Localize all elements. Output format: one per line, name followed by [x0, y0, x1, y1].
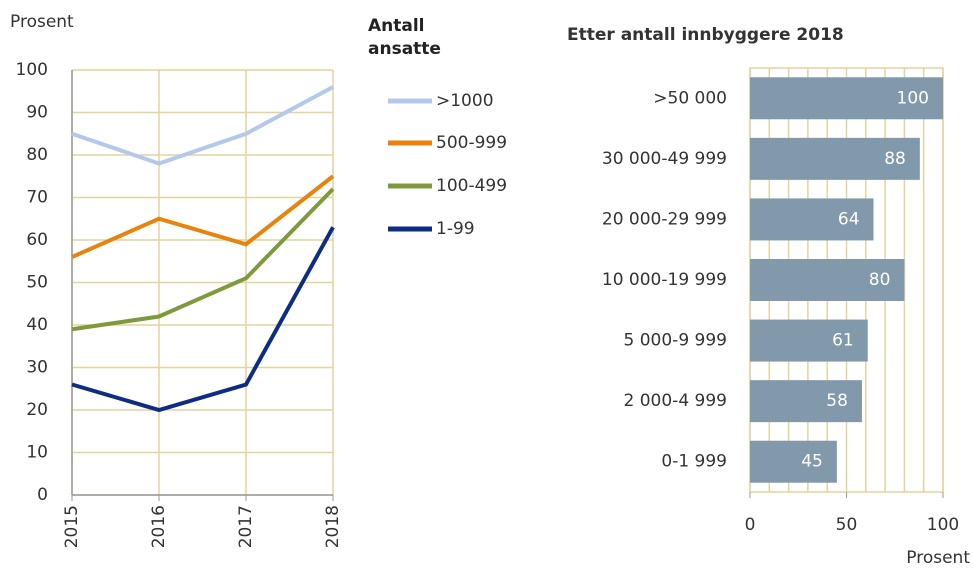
- category-label: 0-1 999: [661, 452, 727, 472]
- bar: [750, 319, 868, 362]
- value-label: 61: [832, 331, 854, 351]
- y-tick-label: 90: [26, 103, 48, 123]
- category-label: >50 000: [653, 88, 727, 108]
- value-label: 45: [801, 452, 823, 472]
- legend-label: 1-99: [436, 219, 475, 239]
- bar: [750, 137, 920, 180]
- x-tick-label: 100: [927, 515, 959, 535]
- bar: [750, 380, 862, 423]
- value-label: 64: [838, 209, 860, 229]
- value-label: 88: [884, 149, 906, 169]
- y-tick-label: 50: [26, 273, 48, 293]
- legend-title: Antall ansatte: [368, 16, 441, 59]
- category-label: 30 000-49 999: [602, 149, 727, 169]
- y-tick-label: 20: [26, 400, 48, 420]
- value-label: 58: [826, 391, 848, 411]
- category-label: 20 000-29 999: [602, 209, 727, 229]
- x-tick-label: 2015: [62, 505, 82, 548]
- bar: [750, 77, 943, 120]
- value-label: 100: [897, 88, 929, 108]
- bar: [750, 198, 874, 241]
- y-tick-label: 60: [26, 230, 48, 250]
- x-tick-label: 50: [836, 515, 858, 535]
- value-label: 80: [869, 270, 891, 290]
- category-label: 5 000-9 999: [624, 331, 727, 351]
- series-line: [71, 187, 335, 332]
- x-tick-label: 0: [745, 515, 756, 535]
- y-tick-label: 40: [26, 315, 48, 335]
- y-tick-label: 80: [26, 145, 48, 165]
- series-line: [71, 174, 335, 259]
- x-axis-label: Prosent: [906, 548, 970, 568]
- y-tick-label: 0: [37, 485, 48, 505]
- series-line: [71, 226, 335, 413]
- bar: [750, 440, 837, 483]
- series-line: [71, 85, 334, 166]
- bar: [750, 259, 905, 301]
- legend-label: 100-499: [436, 176, 507, 196]
- legend-label: 500-999: [436, 133, 507, 153]
- x-tick-label: 2017: [236, 505, 256, 548]
- x-tick-label: 2016: [149, 505, 169, 548]
- y-tick-label: 30: [26, 358, 48, 378]
- y-tick-label: 70: [26, 188, 48, 208]
- x-tick-label: 2018: [323, 505, 343, 548]
- y-axis-label: Prosent: [10, 12, 74, 32]
- y-tick-label: 10: [26, 443, 48, 463]
- legend-label: >1000: [436, 91, 494, 111]
- category-label: 2 000-4 999: [624, 391, 727, 411]
- y-tick-label: 100: [16, 60, 48, 80]
- category-label: 10 000-19 999: [602, 270, 727, 290]
- chart-title: Etter antall innbyggere 2018: [567, 25, 844, 45]
